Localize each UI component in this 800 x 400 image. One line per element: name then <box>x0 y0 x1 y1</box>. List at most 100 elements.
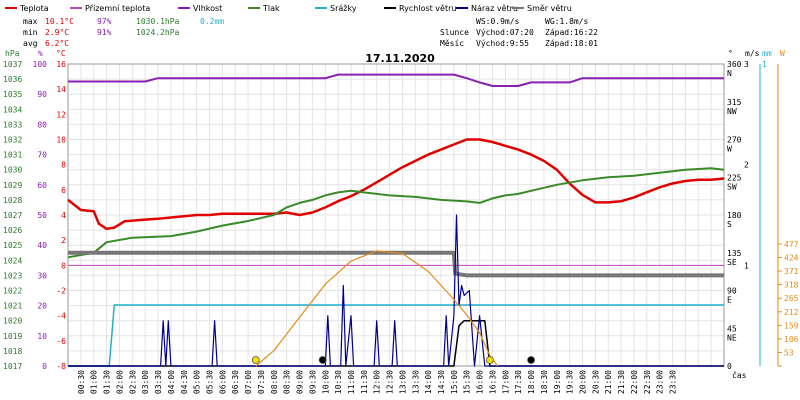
moonrise-marker <box>318 356 327 364</box>
axis-unit-mm: mm <box>762 49 772 58</box>
tick-time: 00:30 <box>77 370 86 394</box>
tick-time: 20:00 <box>579 370 588 394</box>
tick-wm2: 424 <box>784 254 799 263</box>
tick-dir-deg: 45 <box>727 324 737 333</box>
tick-pct: 100 <box>33 60 48 69</box>
legend-label: Tlak <box>262 4 280 13</box>
stat-temp: 10.1°C <box>45 17 74 26</box>
grid <box>67 63 725 367</box>
tick-time: 09:30 <box>308 370 317 394</box>
stat-label: max <box>23 17 38 26</box>
tick-hpa: 1034 <box>3 105 22 114</box>
tick-time: 03:00 <box>141 370 150 394</box>
tick-time: 17:30 <box>514 370 523 394</box>
stat-pressure: 1024.2hPa <box>136 28 180 37</box>
tick-dir-deg: 225 <box>727 173 742 182</box>
axis-unit-pct: % <box>38 49 43 58</box>
tick-hpa: 1024 <box>3 256 22 265</box>
tick-time: 01:00 <box>90 370 99 394</box>
tick-wm2: 265 <box>784 294 799 303</box>
tick-dir-deg: 135 <box>727 249 742 258</box>
info-sun-label: Slunce <box>440 28 469 37</box>
axes: hPa% °C ° m/s mm W103710361035103410331032103… <box>3 49 799 394</box>
info-wind-gust: WG:1.8m/s <box>545 17 589 26</box>
tick-hpa: 1029 <box>3 181 22 190</box>
tick-hpa: 1031 <box>3 151 22 160</box>
tick-pct: 30 <box>37 271 47 280</box>
tick-hpa: 1020 <box>3 317 22 326</box>
tick-time: 11:00 <box>347 370 356 394</box>
tick-hpa: 1025 <box>3 241 22 250</box>
tick-temp: 6 <box>61 186 66 195</box>
tick-hpa: 1022 <box>3 287 22 296</box>
tick-time: 12:00 <box>373 370 382 394</box>
stat-pressure: 1030.1hPa <box>136 17 180 26</box>
tick-pct: 0 <box>42 362 47 371</box>
tick-wm2: 318 <box>784 281 799 290</box>
tick-dir-deg: 90 <box>727 287 737 296</box>
tick-dir-deg: 0 <box>727 362 732 371</box>
tick-temp: 10 <box>56 136 66 145</box>
legend-label: Náraz větru <box>471 4 518 13</box>
tick-time: 07:00 <box>244 370 253 394</box>
tick-hpa: 1033 <box>3 120 22 129</box>
tick-time: 02:30 <box>128 370 137 394</box>
tick-temp: 14 <box>56 85 66 94</box>
tick-time: 05:30 <box>205 370 214 394</box>
tick-time: 11:30 <box>360 370 369 394</box>
tick-time: 03:30 <box>154 370 163 394</box>
tick-time: 19:30 <box>566 370 575 394</box>
tick-time: 15:30 <box>463 370 472 394</box>
tick-time: 04:30 <box>180 370 189 394</box>
tick-time: 01:30 <box>103 370 112 394</box>
tick-time: 22:00 <box>630 370 639 394</box>
tick-time: 21:00 <box>604 370 613 394</box>
info-sun-set: Západ:16:22 <box>545 28 598 37</box>
tick-dir-name: SW <box>727 182 737 191</box>
tick-time: 09:00 <box>296 370 305 394</box>
tick-wm2: 371 <box>784 267 799 276</box>
tick-time: 13:30 <box>411 370 420 394</box>
tick-wm2: 106 <box>784 335 799 344</box>
tick-wm2: 212 <box>784 308 799 317</box>
tick-time: 23:00 <box>656 370 665 394</box>
tick-temp: 12 <box>56 110 66 119</box>
tick-time: 19:00 <box>553 370 562 394</box>
tick-dir-deg: 180 <box>727 211 742 220</box>
tick-time: 18:30 <box>540 370 549 394</box>
markers <box>251 356 535 364</box>
tick-ms: 1 <box>744 261 749 270</box>
tick-dir-name: SE <box>727 258 737 267</box>
tick-dir-name: W <box>727 145 732 154</box>
series-line <box>68 214 724 367</box>
tick-time: 14:30 <box>437 370 446 394</box>
stat-rain: 0.2mm <box>200 17 224 26</box>
stat-label: avg <box>23 39 38 48</box>
legend: Teplota Přízemní teplota Vlhkost Tlak Srážky… <box>5 4 572 13</box>
tick-time: 17:00 <box>501 370 510 394</box>
axis-unit-hpa: hPa <box>5 49 20 58</box>
tick-pct: 10 <box>37 332 47 341</box>
tick-time: 21:30 <box>617 370 626 394</box>
tick-time: 06:30 <box>231 370 240 394</box>
tick-hpa: 1019 <box>3 332 22 341</box>
tick-time: 04:00 <box>167 370 176 394</box>
moonset-marker <box>527 356 535 364</box>
tick-hpa: 1030 <box>3 166 22 175</box>
tick-time: 02:00 <box>115 370 124 394</box>
tick-hpa: 1028 <box>3 196 22 205</box>
tick-dir-name: NE <box>727 333 737 342</box>
sunrise-marker <box>251 356 260 364</box>
legend-label: Srážky <box>330 4 357 13</box>
tick-time: 23:30 <box>669 370 678 394</box>
tick-pct: 20 <box>37 302 47 311</box>
tick-temp: 2 <box>61 236 66 245</box>
tick-time: 10:30 <box>334 370 343 394</box>
tick-hpa: 1027 <box>3 211 22 220</box>
stats-block: max 10.1°C 97% 1030.1hPa 0.2mm min 2.9°C 91% 102… <box>23 17 598 48</box>
series-line <box>67 167 725 259</box>
series-line <box>68 250 724 278</box>
tick-dir-deg: 270 <box>727 136 742 145</box>
tick-hpa: 1037 <box>3 60 22 69</box>
